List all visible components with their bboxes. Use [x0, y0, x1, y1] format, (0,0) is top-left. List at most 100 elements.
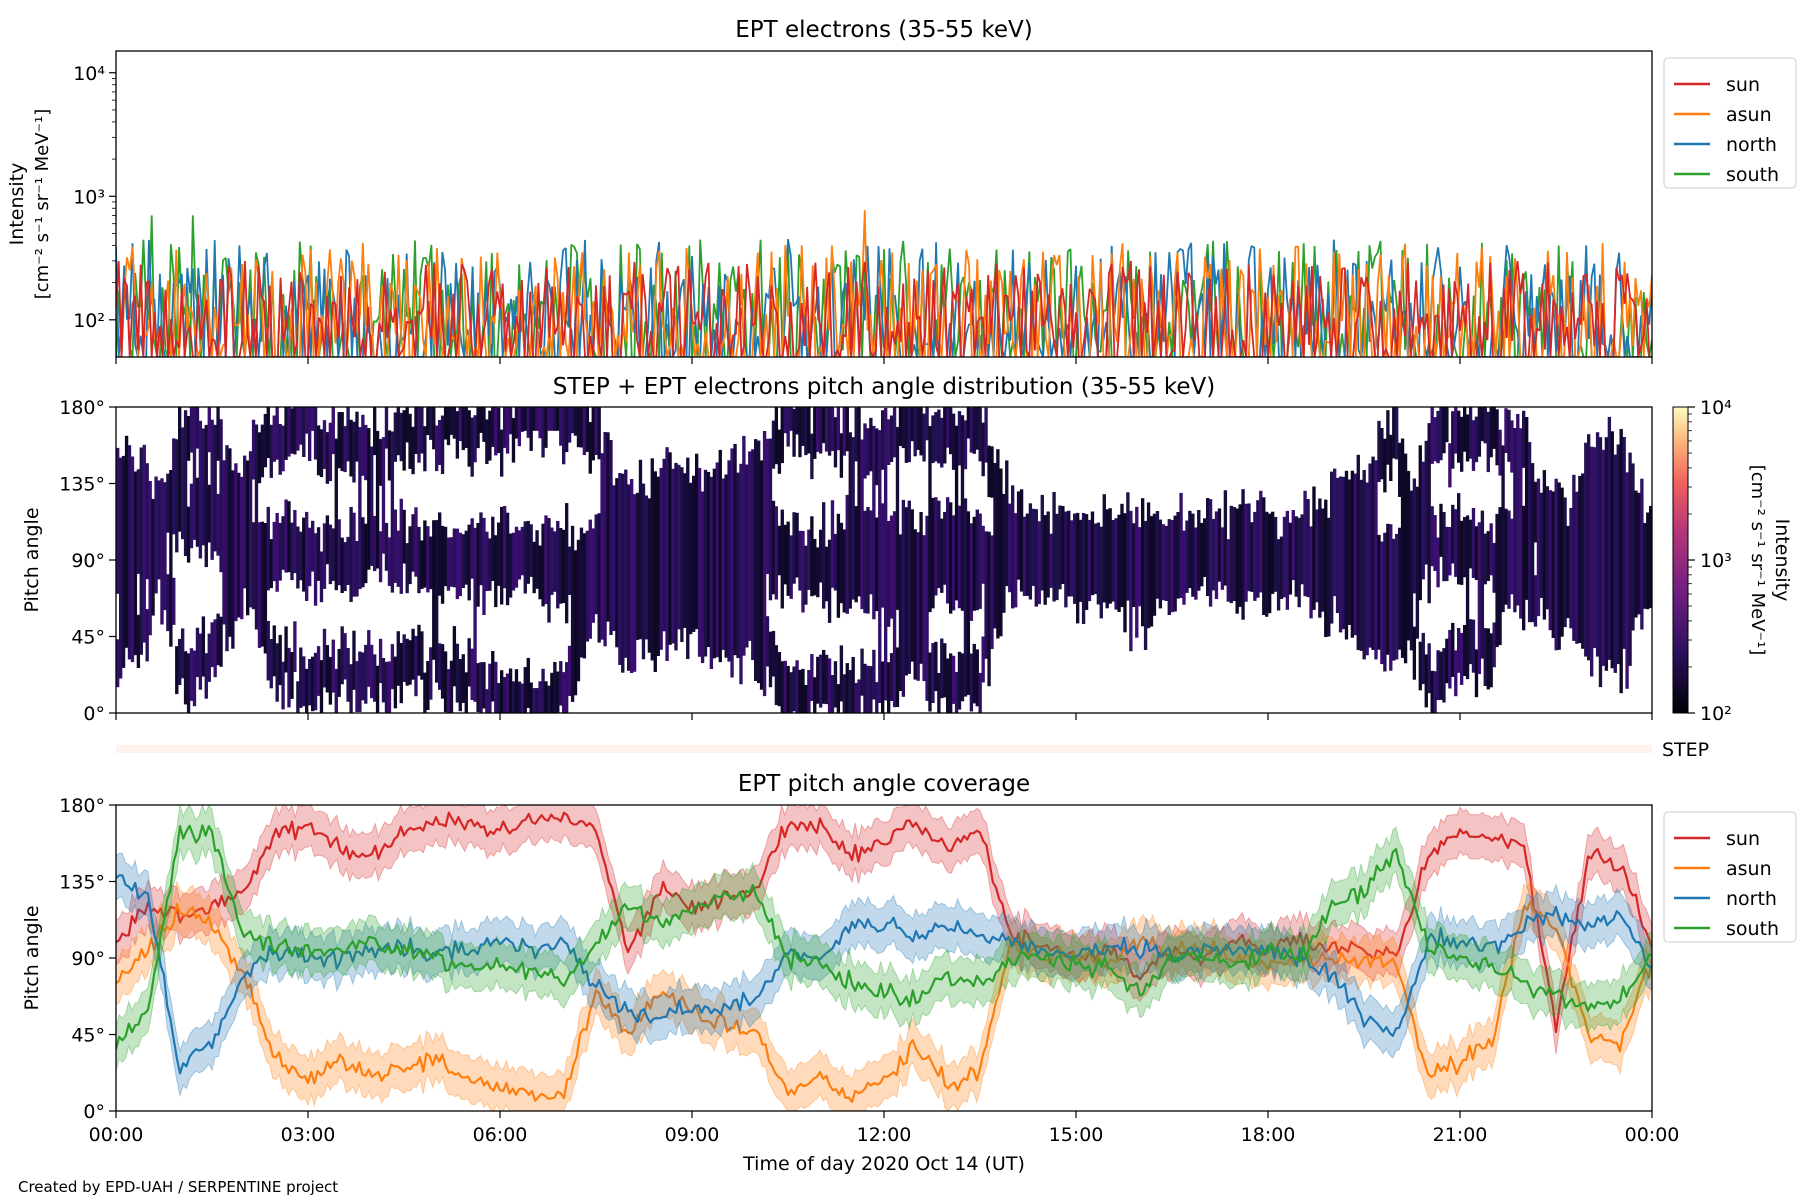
heatmap-cell: [257, 432, 262, 484]
heatmap-cell: [1294, 516, 1298, 597]
heatmap-cell: [1471, 619, 1476, 673]
heatmap-cell: [511, 418, 516, 463]
heatmap-cell: [455, 411, 460, 459]
heatmap-cell: [485, 419, 489, 464]
legend-label-south: south: [1726, 164, 1779, 186]
heatmap-cell: [494, 407, 498, 456]
heatmap-cell: [559, 407, 563, 446]
heatmap-cell: [370, 446, 374, 566]
heatmap-cell: [408, 413, 412, 469]
heatmap-cell: [677, 464, 681, 630]
heatmap-cell: [408, 526, 412, 585]
heatmap-cell: [1398, 527, 1402, 650]
heatmap-cell: [1403, 453, 1408, 664]
heatmap-cell: [1214, 511, 1219, 599]
heatmap-cell: [547, 518, 551, 623]
heatmap-cell: [951, 413, 956, 470]
heatmap-cell: [1291, 510, 1295, 581]
colorbar-tick-label: 10³: [1700, 550, 1732, 572]
heatmap-cell: [485, 531, 489, 591]
heatmap-cell: [771, 420, 776, 469]
heatmap-cell: [635, 492, 640, 640]
heatmap-cell: [311, 656, 315, 712]
heatmap-cell: [1463, 517, 1467, 578]
heatmap-cell: [1492, 622, 1496, 668]
heatmap-cell: [349, 506, 353, 602]
heatmap-cell: [827, 658, 832, 713]
heatmap-cell: [1448, 527, 1452, 576]
heatmap-cell: [1649, 506, 1652, 608]
heatmap-cell: [937, 673, 941, 713]
heatmap-cell: [181, 628, 185, 679]
heatmap-cell: [216, 493, 220, 556]
heatmap-cell: [1492, 542, 1496, 593]
heatmap-cell: [1587, 434, 1591, 661]
heatmap-cell: [1386, 410, 1390, 465]
heatmap-cell: [293, 510, 297, 574]
heatmap-cell: [175, 646, 179, 695]
heatmap-cell: [497, 407, 501, 454]
heatmap-cell: [780, 407, 784, 464]
heatmap-cell: [278, 424, 282, 475]
heatmap-cell: [960, 653, 965, 702]
heatmap-cell: [1392, 538, 1396, 661]
heatmap-cell: [1362, 470, 1366, 660]
heatmap-cell: [535, 530, 539, 589]
legend-label-sun: sun: [1726, 828, 1760, 850]
heatmap-cell: [305, 407, 309, 434]
heatmap-cell: [1595, 432, 1600, 657]
heatmap-cell: [1135, 506, 1139, 638]
heatmap-cell: [621, 473, 625, 673]
heatmap-cell: [246, 460, 250, 616]
heatmap-cell: [121, 455, 126, 668]
heatmap-cell: [381, 437, 386, 554]
heatmap-cell: [881, 410, 885, 470]
heatmap-cell: [488, 410, 492, 461]
heatmap-cell: [340, 412, 344, 472]
heatmap-cell: [296, 681, 300, 713]
heatmap-cell: [1533, 575, 1538, 627]
heatmap-cell: [733, 443, 737, 656]
heatmap-cell: [570, 407, 575, 434]
heatmap-cell: [1090, 511, 1095, 596]
heatmap-cell: [662, 458, 666, 632]
heatmap-cell: [1383, 532, 1387, 672]
heatmap-cell: [1498, 507, 1502, 646]
colorbar-tick-label: 10⁴: [1700, 397, 1732, 419]
heatmap-cell: [503, 506, 507, 589]
heatmap-cell: [934, 412, 938, 462]
heatmap-cell: [290, 522, 294, 581]
heatmap-cell: [1365, 482, 1369, 656]
heatmap-cell: [565, 662, 569, 713]
heatmap-cell: [127, 445, 132, 660]
heatmap-cell: [355, 411, 359, 462]
heatmap-cell: [1436, 650, 1440, 701]
panel1-y-ticks: 10² 10³ 10⁴: [73, 63, 116, 332]
heatmap-cell: [355, 541, 359, 597]
heatmap-cell: [816, 547, 820, 598]
heatmap-cell: [514, 407, 519, 439]
heatmap-cell: [641, 483, 646, 660]
heatmap-cell: [1604, 437, 1609, 671]
heatmap-cell: [488, 538, 492, 591]
heatmap-cell: [133, 471, 138, 656]
heatmap-cell: [686, 457, 690, 659]
heatmap-cell: [361, 414, 365, 476]
heatmap-cell: [1445, 526, 1449, 582]
heatmap-cell: [695, 453, 699, 630]
heatmap-cell: [1522, 505, 1526, 631]
heatmap-cell: [154, 476, 158, 594]
heatmap-cell: [1161, 524, 1166, 601]
x-tick-label: 12:00: [857, 1124, 912, 1146]
heatmap-cell: [257, 522, 262, 648]
heatmap-cell: [547, 407, 551, 431]
heatmap-cell: [284, 407, 288, 460]
heatmap-cell: [1454, 407, 1458, 454]
heatmap-cell: [1043, 515, 1047, 605]
heatmap-cell: [195, 477, 200, 547]
heatmap-cell: [594, 514, 598, 615]
heatmap-cell: [299, 647, 303, 708]
heatmap-cell: [1164, 525, 1168, 601]
panel1-ylabel-line2: [cm⁻² s⁻¹ sr⁻¹ MeV⁻¹]: [32, 109, 53, 300]
heatmap-cell: [183, 651, 188, 705]
